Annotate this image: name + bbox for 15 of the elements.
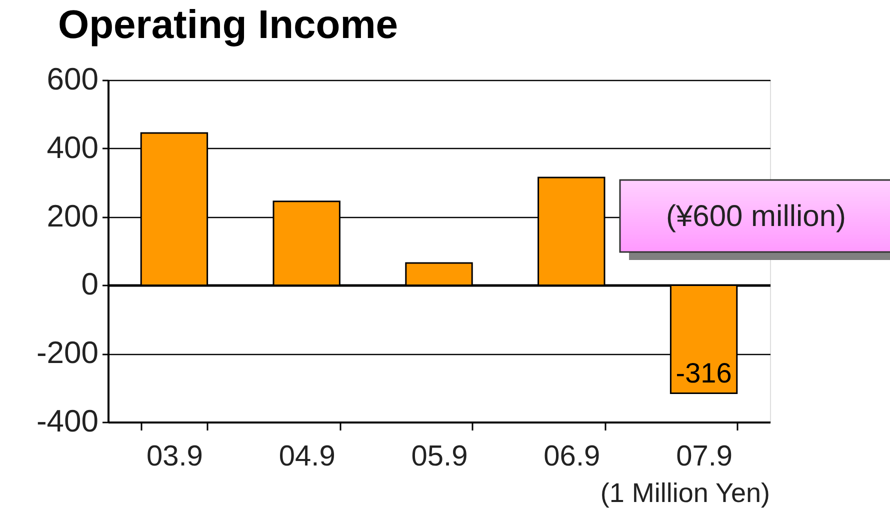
y-tick-label: 400 <box>46 130 98 165</box>
y-tick-label: -400 <box>36 404 98 438</box>
chart-title: Operating Income <box>58 3 398 47</box>
x-tick-label: 03.9 <box>146 440 203 472</box>
x-tick-label: 04.9 <box>278 440 336 472</box>
y-tick-label: 600 <box>46 62 98 96</box>
y-tick-label: 200 <box>46 198 98 234</box>
x-tick-label: 06.9 <box>544 440 600 472</box>
text: (1 Million Yen) <box>600 478 770 508</box>
data-label: -316 <box>676 357 732 388</box>
annotation: (¥600 million) <box>666 200 846 233</box>
x-tick-label: 05.9 <box>411 440 468 472</box>
y-tick-label: 0 <box>81 266 98 302</box>
x-tick-label: 07.9 <box>676 440 733 472</box>
y-tick-label: -200 <box>36 335 98 370</box>
